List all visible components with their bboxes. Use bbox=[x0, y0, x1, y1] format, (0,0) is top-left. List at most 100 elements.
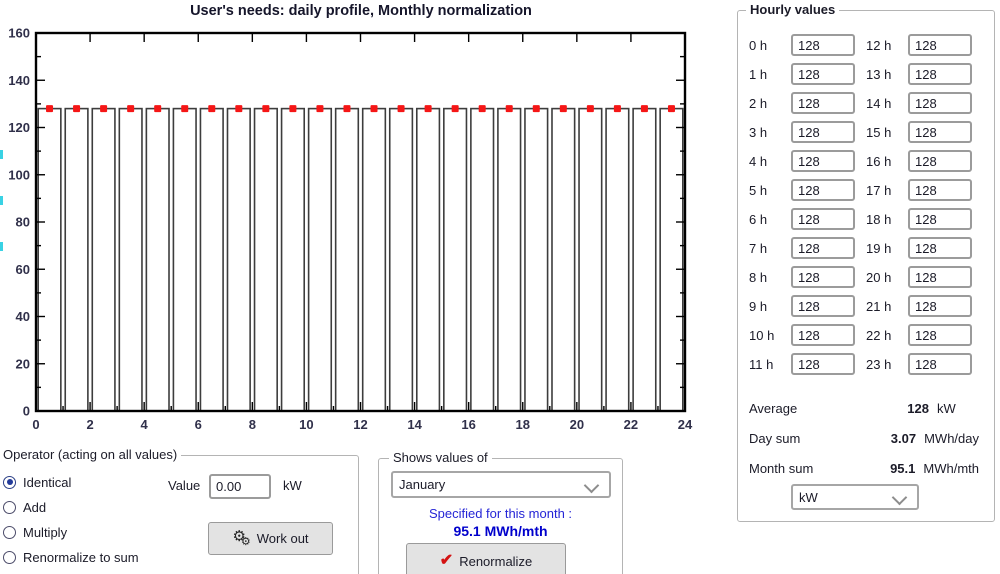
month-select[interactable]: January bbox=[391, 471, 611, 498]
hour-label: 5 h bbox=[749, 182, 768, 198]
hour-value-input[interactable] bbox=[791, 179, 855, 201]
hour-label: 1 h bbox=[749, 66, 768, 82]
hour-value-input[interactable] bbox=[908, 295, 972, 317]
hour-row: 4 h bbox=[749, 150, 855, 172]
radio-icon[interactable] bbox=[3, 525, 16, 539]
x-tick-label: 6 bbox=[195, 417, 202, 432]
hour-label: 14 h bbox=[866, 95, 892, 111]
hour-value-input[interactable] bbox=[908, 324, 972, 346]
work-out-button[interactable]: ⚙⚙ Work out bbox=[208, 522, 333, 555]
hourly-values-groupbox: Hourly values 0 h 1 h 2 h 3 h 4 h 5 h 6 h 7 h 8 … bbox=[737, 2, 995, 522]
hour-value-input[interactable] bbox=[791, 208, 855, 230]
hour-value-input[interactable] bbox=[791, 353, 855, 375]
bar bbox=[632, 107, 657, 412]
bar bbox=[226, 107, 251, 412]
summary-label: Average bbox=[749, 401, 798, 416]
hour-value-input[interactable] bbox=[791, 150, 855, 172]
hour-row: 12 h bbox=[866, 34, 972, 56]
hour-value-input[interactable] bbox=[908, 353, 972, 375]
y-tick-label: 0 bbox=[23, 404, 30, 419]
data-marker bbox=[505, 105, 513, 113]
hour-row: 14 h bbox=[866, 92, 972, 114]
hour-value-input[interactable] bbox=[908, 237, 972, 259]
data-marker bbox=[73, 105, 81, 113]
bar bbox=[307, 107, 333, 412]
radio-icon[interactable] bbox=[3, 500, 16, 514]
data-marker bbox=[640, 105, 648, 113]
operator-radio-add[interactable]: Add bbox=[3, 499, 139, 515]
renormalize-button[interactable]: ✔ Renormalize bbox=[406, 543, 566, 574]
hour-row: 7 h bbox=[749, 237, 855, 259]
x-tick-label: 4 bbox=[141, 417, 149, 432]
hour-value-input[interactable] bbox=[908, 179, 972, 201]
bar bbox=[497, 107, 522, 412]
hour-row: 17 h bbox=[866, 179, 972, 201]
hour-value-input[interactable] bbox=[908, 34, 972, 56]
bar bbox=[361, 107, 387, 412]
operator-radio-multiply[interactable]: Multiply bbox=[3, 524, 139, 540]
hour-row: 0 h bbox=[749, 34, 855, 56]
summary-row: Month sum 95.1 MWh/mth bbox=[749, 461, 979, 477]
bar bbox=[91, 107, 116, 412]
hours-column-pm: 12 h 13 h 14 h 15 h 16 h 17 h 18 h 19 h 20 h 21 h… bbox=[866, 34, 972, 382]
radio-icon[interactable] bbox=[3, 550, 16, 564]
bar bbox=[199, 107, 224, 412]
hour-value-input[interactable] bbox=[791, 121, 855, 143]
hour-label: 15 h bbox=[866, 124, 892, 140]
x-tick-label: 22 bbox=[624, 417, 638, 432]
summary-value: 128 bbox=[907, 401, 929, 416]
hour-value-input[interactable] bbox=[908, 63, 972, 85]
summary-unit: kW bbox=[937, 401, 956, 416]
data-marker bbox=[127, 105, 135, 113]
hour-value-input[interactable] bbox=[791, 266, 855, 288]
hour-value-input[interactable] bbox=[791, 324, 855, 346]
operator-radio-renormalize-to-sum[interactable]: Renormalize to sum bbox=[3, 549, 139, 565]
hour-row: 18 h bbox=[866, 208, 972, 230]
hour-value-input[interactable] bbox=[791, 92, 855, 114]
hour-value-input[interactable] bbox=[791, 63, 855, 85]
hour-row: 19 h bbox=[866, 237, 972, 259]
bar bbox=[172, 107, 197, 412]
hour-label: 11 h bbox=[749, 356, 774, 372]
hour-row: 13 h bbox=[866, 63, 972, 85]
gears-icon: ⚙⚙ bbox=[232, 528, 251, 548]
shows-values-groupbox: Shows values of January Specified for th… bbox=[378, 450, 623, 574]
data-marker bbox=[667, 105, 675, 113]
data-marker bbox=[316, 105, 324, 113]
summary-unit: MWh/day bbox=[924, 431, 979, 446]
x-tick-label: 10 bbox=[299, 417, 313, 432]
hour-label: 12 h bbox=[866, 37, 892, 53]
bar bbox=[118, 107, 143, 412]
operator-groupbox: Operator (acting on all values) Identica… bbox=[0, 447, 359, 574]
bar bbox=[37, 107, 62, 412]
hourly-values-title: Hourly values bbox=[746, 2, 840, 17]
data-marker bbox=[397, 105, 405, 113]
hour-row: 6 h bbox=[749, 208, 855, 230]
hour-label: 18 h bbox=[866, 211, 892, 227]
hour-value-input[interactable] bbox=[908, 150, 972, 172]
bar bbox=[388, 107, 414, 412]
bar bbox=[280, 107, 306, 412]
hour-label: 16 h bbox=[866, 153, 892, 169]
hour-value-input[interactable] bbox=[791, 34, 855, 56]
hour-value-input[interactable] bbox=[791, 237, 855, 259]
hour-row: 8 h bbox=[749, 266, 855, 288]
operator-value-input[interactable] bbox=[209, 474, 271, 499]
hour-value-input[interactable] bbox=[908, 121, 972, 143]
summary-value: 3.07 bbox=[890, 431, 917, 446]
month-select-value: January bbox=[399, 477, 446, 492]
hour-value-input[interactable] bbox=[908, 266, 972, 288]
y-tick-label: 40 bbox=[16, 309, 30, 324]
unit-select[interactable]: kW bbox=[791, 484, 919, 510]
hour-value-input[interactable] bbox=[908, 92, 972, 114]
hour-row: 9 h bbox=[749, 295, 855, 317]
shows-values-title: Shows values of bbox=[389, 450, 492, 465]
hour-value-input[interactable] bbox=[791, 295, 855, 317]
data-marker bbox=[235, 105, 243, 113]
data-marker bbox=[559, 105, 567, 113]
clipped-ylabel-artifact bbox=[0, 242, 3, 251]
operator-radio-identical[interactable]: Identical bbox=[3, 474, 139, 490]
hour-value-input[interactable] bbox=[908, 208, 972, 230]
radio-label: Identical bbox=[23, 474, 72, 490]
radio-icon[interactable] bbox=[3, 475, 16, 489]
